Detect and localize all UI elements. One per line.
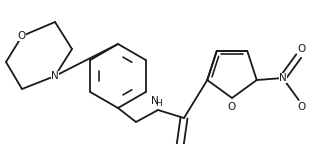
Text: N: N bbox=[151, 96, 159, 106]
Text: O: O bbox=[18, 31, 26, 41]
Text: O: O bbox=[228, 102, 236, 112]
Text: O: O bbox=[298, 102, 306, 112]
Text: N: N bbox=[51, 71, 59, 81]
Text: H: H bbox=[156, 99, 162, 108]
Text: N: N bbox=[279, 73, 287, 83]
Text: O: O bbox=[298, 44, 306, 54]
